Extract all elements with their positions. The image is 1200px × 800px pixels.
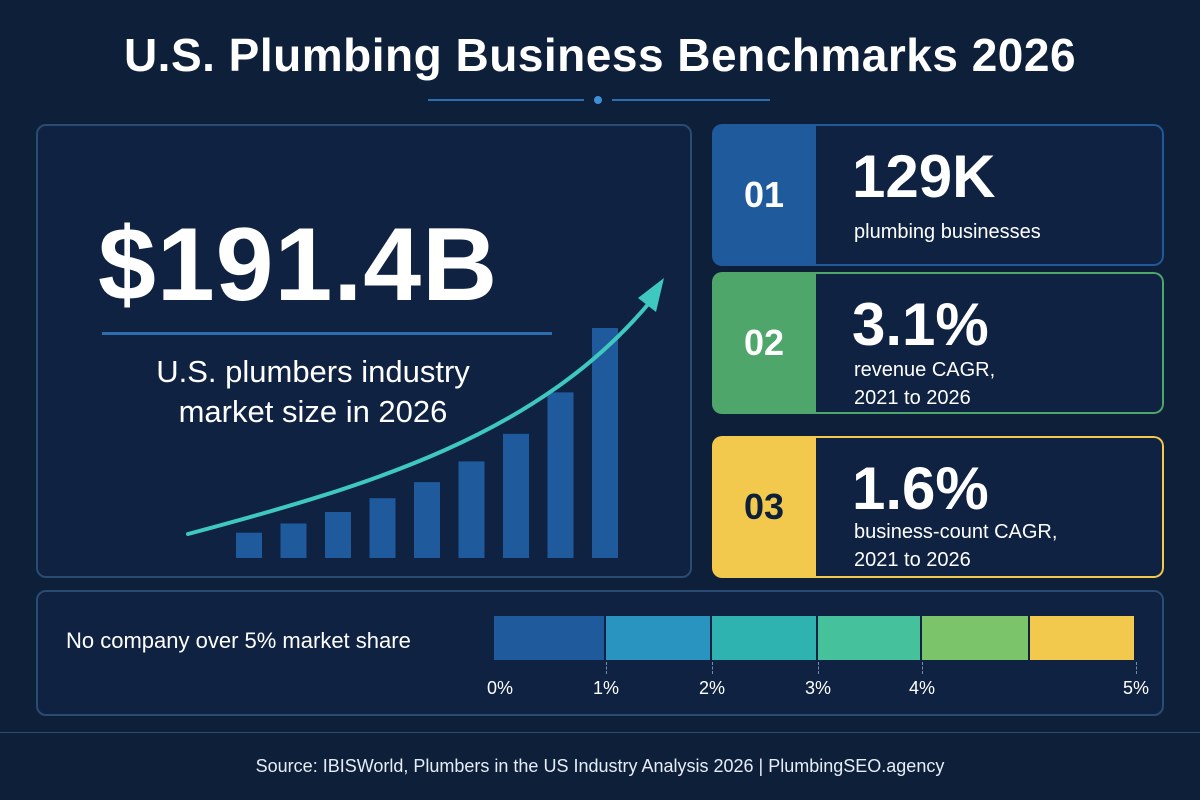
market-share-tick-label: 0%	[486, 678, 513, 698]
stat-card-revenue-cagr: 02 3.1% revenue CAGR, 2021 to 2026	[712, 272, 1164, 414]
market-size-card: $191.4B U.S. plumbers industry market si…	[36, 124, 692, 578]
footer-divider	[0, 732, 1200, 733]
market-share-tick-label: 1%	[592, 678, 619, 698]
market-share-tick-label: 3%	[804, 678, 831, 698]
stat-card-businesses: 01 129K plumbing businesses	[712, 124, 1164, 266]
title-divider-left	[428, 99, 584, 101]
stat-value: 129K	[852, 143, 996, 210]
market-share-tick-label: 5%	[1122, 678, 1149, 698]
market-share-tick	[922, 662, 923, 674]
stat-body: 3.1% revenue CAGR, 2021 to 2026	[816, 272, 1164, 414]
market-share-tick	[712, 662, 713, 674]
market-share-segment	[606, 616, 710, 660]
growth-arrow	[186, 300, 652, 536]
stat-value: 3.1%	[852, 291, 989, 358]
growth-bar	[325, 512, 351, 558]
source-footer: Source: IBISWorld, Plumbers in the US In…	[255, 756, 945, 776]
stat-description: plumbing businesses	[854, 218, 1041, 246]
market-share-tick	[606, 662, 607, 674]
stat-description-line1: plumbing businesses	[854, 221, 1041, 243]
growth-bar	[592, 328, 618, 558]
growth-bar	[280, 523, 307, 558]
title-divider-right	[612, 99, 770, 101]
stat-number-badge: 02	[712, 272, 816, 414]
title-divider-dot	[594, 96, 602, 104]
stat-description-line2: 2021 to 2026	[854, 549, 971, 571]
market-share-segment	[922, 616, 1028, 660]
market-share-card: No company over 5% market share 0% 1% 2% 3%…	[36, 590, 1164, 716]
stat-number-badge: 03	[712, 436, 816, 578]
stat-description-line2: 2021 to 2026	[854, 387, 971, 409]
market-share-segment	[818, 616, 920, 660]
market-size-label-line1: U.S. plumbers industry	[156, 354, 470, 389]
market-size-divider	[102, 332, 552, 335]
stat-description: business-count CAGR, 2021 to 2026	[854, 518, 1057, 574]
market-share-tick-label: 2%	[698, 678, 725, 698]
page-title: U.S. Plumbing Business Benchmarks 2026	[123, 29, 1077, 81]
market-share-segment	[712, 616, 816, 660]
growth-bar	[236, 532, 262, 558]
stat-description: revenue CAGR, 2021 to 2026	[854, 356, 995, 412]
growth-bar	[503, 433, 529, 558]
growth-bar	[369, 498, 396, 558]
stat-description-line1: revenue CAGR,	[854, 359, 996, 381]
market-share-tick	[1136, 662, 1137, 674]
growth-arrowhead	[638, 278, 664, 312]
market-size-value: $191.4B	[98, 207, 499, 323]
stat-value: 1.6%	[852, 455, 989, 522]
stat-card-business-count-cagr: 03 1.6% business-count CAGR, 2021 to 202…	[712, 436, 1164, 578]
growth-chart	[186, 278, 664, 558]
market-share-tick	[818, 662, 819, 674]
market-share-label: No company over 5% market share	[66, 628, 411, 653]
growth-bar	[414, 482, 440, 558]
growth-bar	[547, 392, 574, 558]
market-size-label: U.S. plumbers industry market size in 20…	[98, 352, 528, 432]
market-share-segment	[494, 616, 604, 660]
stat-description-line1: business-count CAGR,	[854, 521, 1058, 543]
stat-number-badge: 01	[712, 124, 816, 266]
market-share-segment	[1030, 616, 1134, 660]
growth-bar	[458, 461, 485, 558]
stat-body: 1.6% business-count CAGR, 2021 to 2026	[816, 436, 1164, 578]
market-share-tick-label: 4%	[908, 678, 935, 698]
stat-body: 129K plumbing businesses	[816, 124, 1164, 266]
market-size-label-line2: market size in 2026	[178, 394, 448, 429]
